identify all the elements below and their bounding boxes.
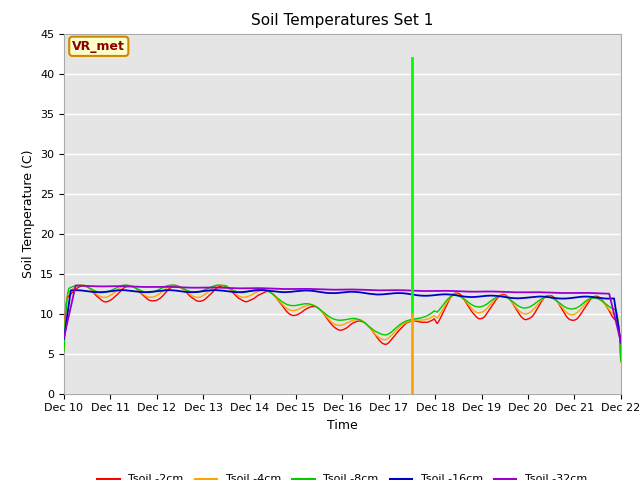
Tsoil -4cm — [617, 359, 625, 365]
Tsoil -2cm — [518, 315, 526, 321]
Tsoil -8cm — [617, 358, 625, 363]
Tsoil -2cm — [140, 293, 148, 299]
Tsoil -16cm — [408, 291, 416, 297]
Tsoil -8cm — [518, 305, 526, 311]
Line: Tsoil -4cm: Tsoil -4cm — [64, 285, 621, 362]
Title: Soil Temperatures Set 1: Soil Temperatures Set 1 — [252, 13, 433, 28]
Tsoil -32cm — [60, 335, 68, 340]
Tsoil -16cm — [211, 287, 219, 293]
Tsoil -16cm — [518, 295, 526, 301]
Tsoil -4cm — [408, 318, 416, 324]
Text: VR_met: VR_met — [72, 40, 125, 53]
Tsoil -16cm — [450, 292, 458, 298]
Tsoil -4cm — [401, 321, 408, 326]
Tsoil -32cm — [450, 288, 458, 294]
Tsoil -32cm — [518, 289, 526, 295]
Tsoil -8cm — [473, 304, 481, 310]
Tsoil -2cm — [450, 291, 458, 297]
Tsoil -2cm — [79, 283, 87, 288]
X-axis label: Time: Time — [327, 419, 358, 432]
Tsoil -4cm — [450, 292, 458, 298]
Tsoil -4cm — [170, 282, 177, 288]
Tsoil -2cm — [408, 318, 416, 324]
Tsoil -8cm — [60, 348, 68, 354]
Tsoil -4cm — [473, 310, 481, 315]
Tsoil -2cm — [617, 359, 625, 364]
Tsoil -16cm — [617, 340, 625, 346]
Tsoil -32cm — [617, 339, 625, 345]
Tsoil -16cm — [60, 336, 68, 342]
Legend: Tsoil -2cm, Tsoil -4cm, Tsoil -8cm, Tsoil -16cm, Tsoil -32cm: Tsoil -2cm, Tsoil -4cm, Tsoil -8cm, Tsoi… — [93, 470, 592, 480]
Tsoil -4cm — [140, 291, 147, 297]
Tsoil -8cm — [408, 317, 416, 323]
Line: Tsoil -32cm: Tsoil -32cm — [64, 286, 621, 342]
Tsoil -16cm — [473, 294, 481, 300]
Line: Tsoil -2cm: Tsoil -2cm — [64, 286, 621, 361]
Line: Tsoil -8cm: Tsoil -8cm — [64, 285, 621, 360]
Y-axis label: Soil Temperature (C): Soil Temperature (C) — [22, 149, 35, 278]
Tsoil -2cm — [401, 322, 408, 328]
Tsoil -32cm — [473, 289, 481, 295]
Tsoil -32cm — [72, 283, 79, 288]
Tsoil -8cm — [121, 282, 129, 288]
Tsoil -4cm — [60, 348, 68, 354]
Tsoil -32cm — [140, 284, 148, 290]
Tsoil -16cm — [140, 289, 147, 295]
Tsoil -8cm — [450, 292, 458, 298]
Tsoil -32cm — [408, 288, 416, 293]
Tsoil -2cm — [60, 347, 68, 353]
Tsoil -8cm — [140, 289, 148, 295]
Tsoil -2cm — [473, 314, 481, 320]
Tsoil -8cm — [401, 319, 408, 325]
Tsoil -32cm — [401, 288, 408, 293]
Tsoil -4cm — [518, 310, 526, 316]
Line: Tsoil -16cm: Tsoil -16cm — [64, 290, 621, 343]
Tsoil -16cm — [401, 290, 408, 296]
